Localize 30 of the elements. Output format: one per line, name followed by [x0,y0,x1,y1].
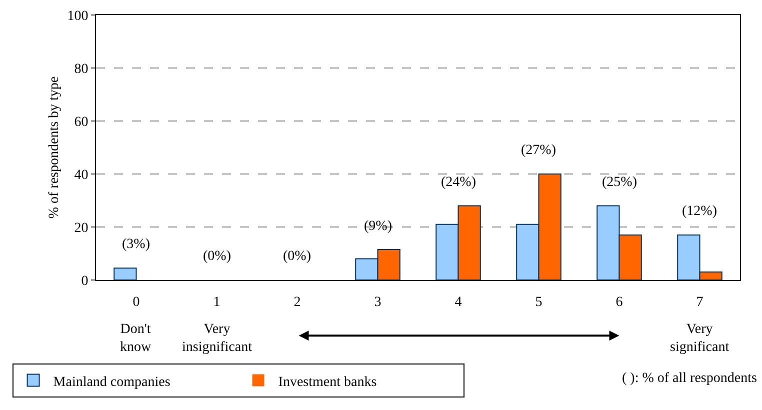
text: Very insignificant [182,322,252,356]
text: Don't know [120,322,152,356]
x-tick-label: 3 [374,294,382,310]
text: Very significant [670,322,730,356]
annotation: (12%) [682,204,718,219]
annotation: (0%) [203,249,232,264]
annotation: (0%) [283,249,312,264]
y-tick-label: 40 [74,168,88,183]
y-tick-label: 80 [74,62,88,77]
y-tick-label: 0 [81,274,88,289]
x-tick-label: 5 [535,294,542,310]
y-tick-label: 60 [74,114,88,130]
x-tick-label: 2 [294,294,301,310]
legend-label: Mainland companies [53,374,170,390]
text: ( ): % of all respondents [622,371,757,386]
x-tick-label: 7 [696,294,704,310]
annotation: (24%) [441,175,476,190]
annotation: (27%) [521,143,556,158]
y-tick-label: 20 [74,220,88,236]
annotation: (3%) [122,237,150,252]
y-tick-label: 100 [67,8,88,24]
x-tick-label: 0 [132,294,140,310]
annotation: (25%) [602,175,638,190]
y-axis-title: % of respondents by type [47,76,62,219]
legend-label: Investment banks [278,374,377,390]
bar [114,268,137,280]
annotation: (9%) [364,219,392,234]
x-tick-label: 4 [454,294,462,310]
x-tick-label: 1 [213,294,220,310]
x-tick-label: 6 [616,294,623,310]
